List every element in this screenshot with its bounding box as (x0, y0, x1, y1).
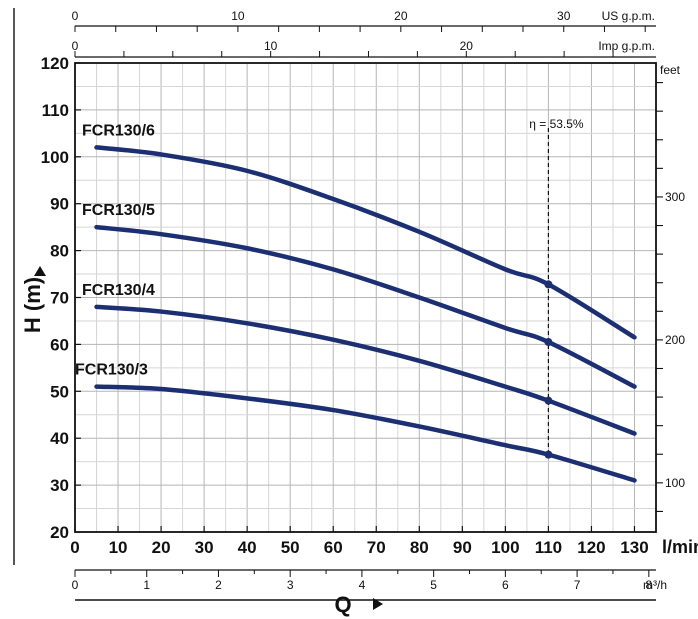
x-tick-label: 130 (620, 538, 648, 557)
imp-gpm-tick-label: 20 (460, 39, 474, 53)
y-tick-label: 100 (41, 148, 69, 167)
x-tick-label: 60 (324, 538, 343, 557)
feet-unit: feet (660, 63, 681, 77)
x-tick-label: 30 (195, 538, 214, 557)
x-tick-label: 10 (109, 538, 128, 557)
us-gpm-tick-label: 10 (231, 9, 245, 23)
series-label: FCR130/4 (82, 282, 155, 299)
m3h-tick-label: 5 (430, 578, 437, 592)
y-axis-title: H (m) (20, 277, 45, 333)
imp-gpm-tick-label: 0 (72, 39, 79, 53)
m3h-tick-label: 3 (287, 578, 294, 592)
x-tick-label: 20 (152, 538, 171, 557)
us-gpm-tick-label: 30 (557, 9, 571, 23)
y-tick-label: 20 (50, 523, 69, 542)
y-tick-label: 40 (50, 429, 69, 448)
x-tick-label: 120 (577, 538, 605, 557)
m3h-unit: m³/h (643, 578, 667, 592)
x-tick-label: 50 (281, 538, 300, 557)
m3h-tick-label: 4 (359, 578, 366, 592)
feet-tick-label: 300 (665, 190, 685, 204)
imp-gpm-tick-label: 10 (264, 39, 278, 53)
series-group (94, 128, 637, 483)
y-tick-label: 120 (41, 54, 69, 73)
m3h-tick-label: 2 (215, 578, 222, 592)
feet-tick-label: 200 (665, 333, 685, 347)
y-axis-arrow-icon (34, 266, 46, 276)
series-label: FCR130/3 (75, 362, 148, 379)
efficiency-point (544, 396, 553, 405)
y-tick-label: 60 (50, 335, 69, 354)
us-gpm-tick-label: 0 (72, 9, 79, 23)
series-line-fcr130-6 (94, 145, 637, 340)
y-tick-label: 30 (50, 476, 69, 495)
x-axis-arrow-icon (373, 598, 383, 610)
x-tick-label: 40 (238, 538, 257, 557)
y-tick-label: 90 (50, 195, 69, 214)
m3h-tick-label: 8 (645, 578, 652, 592)
m3h-tick-label: 1 (143, 578, 150, 592)
x-tick-label: 110 (535, 538, 562, 557)
efficiency-point (544, 450, 553, 459)
x-tick-label: 80 (410, 538, 429, 557)
series-label: FCR130/5 (82, 202, 155, 219)
m3h-tick-label: 0 (72, 578, 79, 592)
us-gpm-tick-label: 20 (394, 9, 408, 23)
y-tick-label: 50 (50, 382, 69, 401)
efficiency-marker-label: η = 53.5% (529, 117, 584, 131)
axes (13, 8, 663, 601)
x-unit-label: l/min (662, 537, 698, 557)
labels-group: 0102030405060708090100110120130l/min2030… (20, 9, 698, 617)
m3h-tick-label: 6 (502, 578, 509, 592)
efficiency-point (544, 338, 553, 347)
y-tick-label: 80 (50, 242, 69, 261)
imp-gpm-unit: Imp g.p.m. (598, 39, 655, 53)
y-tick-label: 70 (50, 289, 69, 308)
x-tick-label: 0 (70, 538, 79, 557)
m3h-tick-label: 7 (574, 578, 581, 592)
x-axis-title: Q (334, 592, 351, 617)
grid (75, 63, 656, 532)
efficiency-point (544, 280, 553, 289)
us-gpm-unit: US g.p.m. (602, 9, 655, 23)
x-tick-label: 70 (367, 538, 386, 557)
y-tick-label: 110 (42, 101, 69, 120)
x-tick-label: 90 (453, 538, 472, 557)
x-tick-label: 100 (491, 538, 519, 557)
feet-tick-label: 100 (665, 476, 685, 490)
series-label: FCR130/6 (82, 122, 155, 139)
